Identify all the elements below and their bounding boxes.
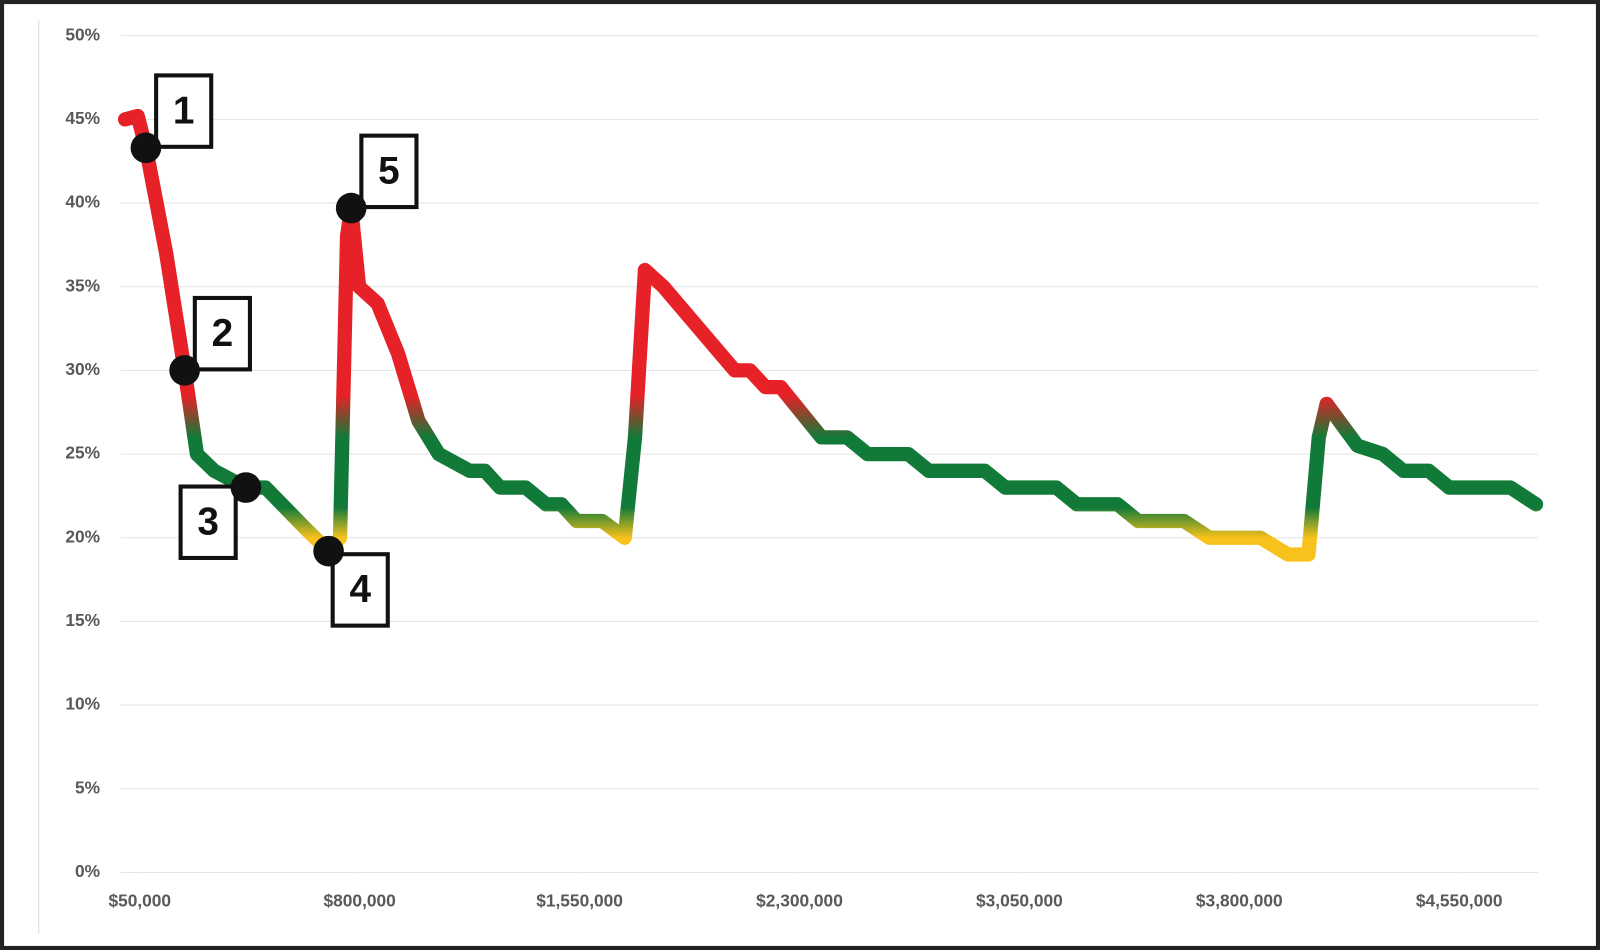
y-tick-label: 40% bbox=[65, 192, 100, 212]
y-tick-label: 15% bbox=[65, 610, 100, 630]
y-tick-label: 25% bbox=[65, 443, 100, 463]
x-tick-label: $4,550,000 bbox=[1416, 891, 1503, 911]
x-tick-label: $2,300,000 bbox=[756, 891, 843, 911]
annotation-dot bbox=[313, 535, 344, 567]
annotation-box bbox=[154, 73, 214, 149]
y-tick-label: 30% bbox=[65, 359, 100, 379]
x-tick-label: $3,050,000 bbox=[976, 891, 1063, 911]
annotation-dot bbox=[130, 132, 162, 164]
annotation-dot bbox=[169, 355, 200, 386]
y-tick-label: 35% bbox=[65, 275, 100, 295]
x-tick-label: $50,000 bbox=[108, 891, 171, 911]
y-tick-label: 0% bbox=[75, 861, 100, 881]
annotation-label: 3 bbox=[197, 501, 219, 544]
y-tick-label: 10% bbox=[65, 694, 100, 714]
annotation-label: 1 bbox=[173, 89, 195, 132]
x-tick-label: $800,000 bbox=[324, 891, 396, 911]
y-tick-label: 5% bbox=[75, 777, 100, 797]
annotation-label: 2 bbox=[212, 312, 234, 355]
x-tick-label: $1,550,000 bbox=[536, 891, 623, 911]
x-tick-label: $3,800,000 bbox=[1196, 891, 1283, 911]
annotation-box bbox=[178, 484, 238, 560]
y-tick-label: 20% bbox=[65, 526, 100, 546]
y-tick-label: 50% bbox=[65, 24, 100, 44]
annotation-label: 5 bbox=[378, 150, 400, 193]
annotation-label: 4 bbox=[349, 568, 371, 611]
annotation-box bbox=[359, 133, 419, 210]
y-tick-label: 45% bbox=[65, 108, 100, 128]
annotation-dot bbox=[230, 472, 262, 503]
annotation-box bbox=[330, 552, 390, 628]
annotation-dot bbox=[335, 192, 367, 224]
annotation-box bbox=[192, 295, 252, 372]
